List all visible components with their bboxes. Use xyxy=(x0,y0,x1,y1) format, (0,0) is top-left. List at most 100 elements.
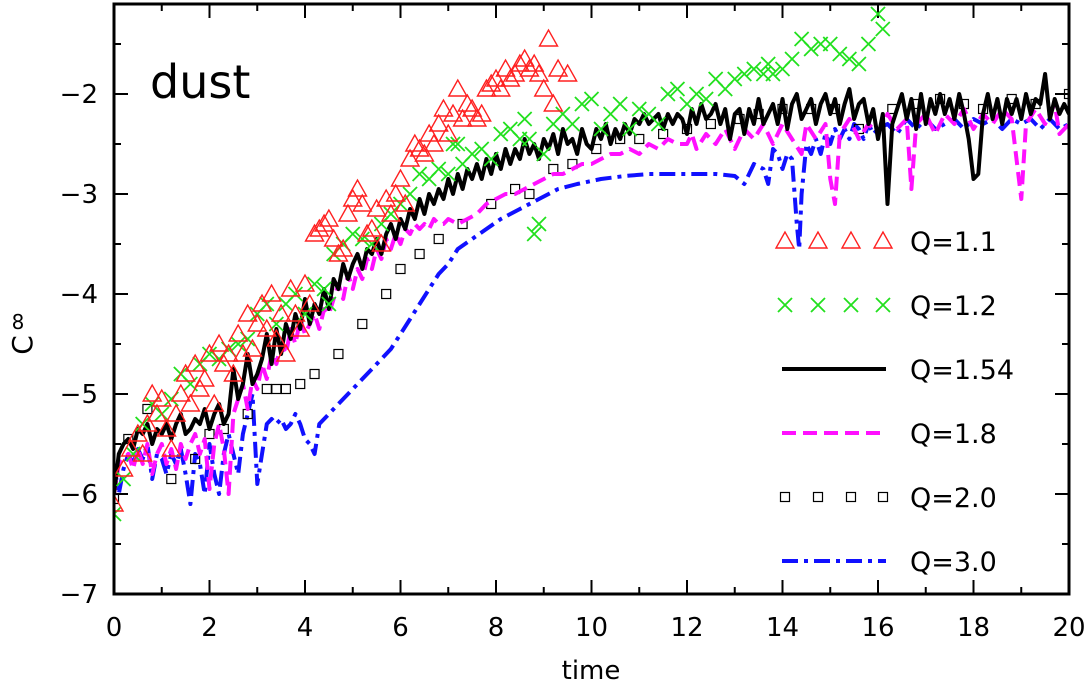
data-point xyxy=(447,78,468,97)
x-tick-label: 16 xyxy=(861,613,894,643)
data-point xyxy=(266,328,287,347)
data-point xyxy=(533,78,554,97)
data-point xyxy=(860,36,877,52)
data-point xyxy=(333,238,354,257)
data-point xyxy=(345,226,361,242)
data-point xyxy=(450,136,466,152)
legend-entry: Q=1.2 xyxy=(777,291,997,322)
y-tick-label: −5 xyxy=(60,380,98,410)
data-point xyxy=(347,178,368,197)
series-line xyxy=(114,72,1069,495)
legend-label: Q=2.0 xyxy=(910,483,997,514)
data-point xyxy=(361,218,383,237)
data-point xyxy=(650,116,666,132)
data-point xyxy=(536,146,552,162)
data-point xyxy=(1063,88,1069,100)
data-point xyxy=(166,473,177,485)
data-point xyxy=(531,216,547,232)
data-point xyxy=(237,303,258,322)
series-layer xyxy=(114,6,1069,522)
x-tick-label: 8 xyxy=(488,613,505,643)
data-point xyxy=(423,133,445,152)
data-point xyxy=(509,53,531,72)
data-point xyxy=(402,186,418,202)
data-point xyxy=(765,66,781,82)
data-point xyxy=(132,443,153,462)
y-tick-label: −7 xyxy=(60,580,98,610)
data-point xyxy=(230,336,246,352)
data-point xyxy=(445,136,461,152)
data-point xyxy=(242,338,263,357)
series-line xyxy=(114,102,1069,496)
legend: Q=1.1 Q=1.2 Q=1.54 Q=1.8 Q=2.0 Q=3.0 xyxy=(774,227,1014,578)
data-point xyxy=(428,113,449,132)
y-tick-label: −2 xyxy=(60,80,98,110)
data-point xyxy=(304,223,325,242)
legend-marker xyxy=(843,297,859,313)
series-Q=1.1 xyxy=(114,28,578,512)
data-point xyxy=(500,68,521,87)
data-point xyxy=(564,116,581,132)
data-point xyxy=(464,146,480,162)
data-point xyxy=(612,96,628,112)
legend-label: Q=1.2 xyxy=(910,291,997,322)
data-point xyxy=(295,378,306,390)
data-point xyxy=(380,203,402,222)
data-point xyxy=(490,78,511,97)
data-point xyxy=(698,91,714,107)
data-point xyxy=(574,96,590,112)
data-point xyxy=(194,368,215,387)
data-point xyxy=(524,188,535,200)
y-axis-label: C 8 xyxy=(6,310,39,355)
data-point xyxy=(352,193,373,212)
legend-marker xyxy=(875,297,891,313)
data-point xyxy=(280,383,291,395)
data-point xyxy=(466,108,488,127)
data-point xyxy=(557,63,578,82)
data-point xyxy=(634,133,645,145)
x-tick-label: 6 xyxy=(392,613,409,643)
data-point xyxy=(232,343,254,362)
data-point xyxy=(120,438,141,457)
series-Q=1.8 xyxy=(114,102,1069,496)
data-point xyxy=(328,243,349,262)
data-point xyxy=(299,293,320,312)
data-point xyxy=(832,46,848,62)
data-point xyxy=(146,403,168,422)
data-point xyxy=(631,101,647,117)
data-point xyxy=(354,231,370,247)
data-point xyxy=(184,353,206,372)
x-tick-label: 12 xyxy=(670,613,703,643)
legend-marker xyxy=(812,491,824,503)
data-point xyxy=(316,281,332,297)
data-point xyxy=(390,168,411,187)
data-point xyxy=(309,368,320,380)
legend-marker xyxy=(877,491,889,503)
data-point xyxy=(414,248,425,260)
data-point xyxy=(161,438,182,457)
data-point xyxy=(433,98,454,117)
data-point xyxy=(151,388,172,407)
data-point xyxy=(223,363,244,382)
legend-marker xyxy=(872,230,894,249)
data-point xyxy=(156,418,177,437)
data-point xyxy=(275,343,297,362)
series-Q=1.54 xyxy=(114,72,1069,495)
annotation-text: dust xyxy=(150,55,250,109)
data-point xyxy=(705,118,716,130)
data-point xyxy=(851,56,867,72)
legend-marker xyxy=(807,230,829,249)
data-point xyxy=(114,493,120,505)
data-point xyxy=(395,193,416,212)
data-point xyxy=(227,323,249,342)
data-point xyxy=(127,423,149,442)
data-point xyxy=(385,183,406,202)
data-point xyxy=(366,198,387,217)
data-point xyxy=(543,93,564,112)
data-point xyxy=(433,233,444,245)
legend-marker xyxy=(777,297,793,313)
legend-entry: Q=1.54 xyxy=(782,355,1014,386)
data-point xyxy=(736,66,752,82)
data-point xyxy=(247,313,268,332)
x-tick-label: 4 xyxy=(297,613,314,643)
